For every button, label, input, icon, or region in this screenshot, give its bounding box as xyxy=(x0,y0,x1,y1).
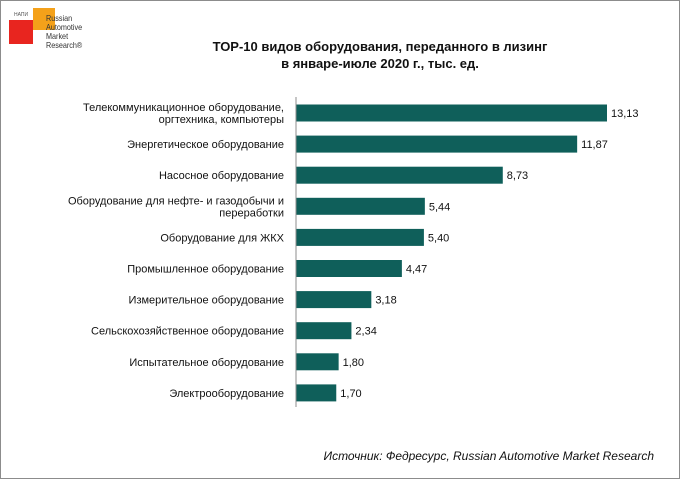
logo-line: Market xyxy=(46,31,69,41)
value-label: 3,18 xyxy=(375,295,396,307)
bar xyxy=(296,166,503,184)
category-label: Испытательное оборудование xyxy=(129,357,284,369)
category-label: оргтехника, компьютеры xyxy=(159,114,285,126)
category-label: Измерительное оборудование xyxy=(129,295,284,307)
bar xyxy=(296,135,578,153)
logo-line: Automotive xyxy=(46,22,83,32)
chart-title-line: ТОР-10 видов оборудования, переданного в… xyxy=(212,39,548,54)
source-note: Источник: Федресурс, Russian Automotive … xyxy=(323,449,654,463)
value-label: 4,47 xyxy=(406,264,427,276)
category-label: Телекоммуникационное оборудование, xyxy=(83,102,284,114)
value-label: 1,80 xyxy=(343,357,364,369)
value-label: 13,13 xyxy=(611,108,639,120)
logo-brand-text: Russian Automotive Market Research® xyxy=(46,14,82,50)
logo-square-red xyxy=(9,20,33,44)
category-label: Промышленное оборудование xyxy=(127,264,284,276)
logo: НАПИ Russian Automotive Market Research® xyxy=(9,8,89,68)
value-label: 1,70 xyxy=(340,388,361,400)
bar xyxy=(296,322,352,340)
logo-line: Russian xyxy=(46,13,73,23)
bar xyxy=(296,197,425,215)
value-label: 2,34 xyxy=(355,326,376,338)
category-label: Электрооборудование xyxy=(169,388,284,400)
bar xyxy=(296,384,337,402)
category-label: Энергетическое оборудование xyxy=(127,139,284,151)
logo-small-text: НАПИ xyxy=(14,12,29,18)
value-label: 8,73 xyxy=(507,170,528,182)
logo-line: Research® xyxy=(46,40,83,50)
bar xyxy=(296,353,339,371)
category-label: Оборудование для нефте- и газодобычи и xyxy=(68,195,284,207)
category-label: Оборудование для ЖКХ xyxy=(160,232,284,244)
logo-square-orange xyxy=(33,8,55,30)
value-label: 5,40 xyxy=(428,232,449,244)
bar xyxy=(296,104,607,122)
bar xyxy=(296,291,372,309)
value-label: 5,44 xyxy=(429,201,450,213)
bar xyxy=(296,228,424,246)
value-label: 11,87 xyxy=(581,139,608,151)
category-label: Насосное оборудование xyxy=(159,170,284,182)
category-label: переработки xyxy=(219,207,284,219)
category-label: Сельскохозяйственное оборудование xyxy=(91,326,284,338)
chart-title-line: в январе-июле 2020 г., тыс. ед. xyxy=(281,56,479,71)
bar xyxy=(296,260,402,277)
chart-title: ТОР-10 видов оборудования, переданного в… xyxy=(160,38,600,72)
